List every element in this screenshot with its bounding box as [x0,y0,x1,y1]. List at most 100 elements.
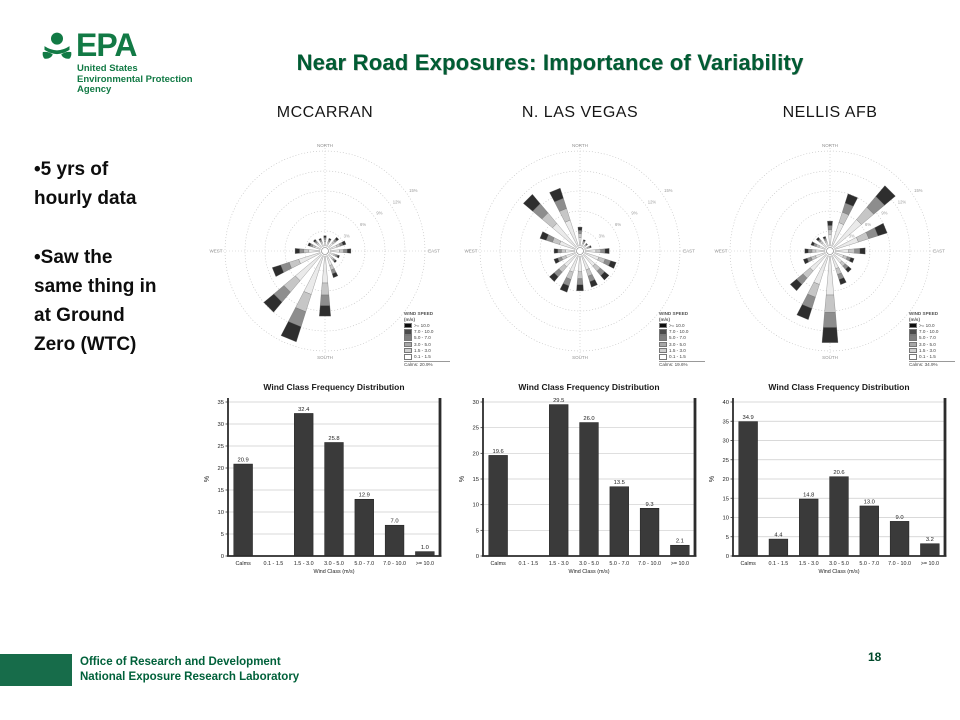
svg-text:Calms: Calms [741,561,757,567]
legend-class-label: 0.1 - 1.5 [919,354,936,360]
legend-row: 0.1 - 1.5 [404,354,450,360]
bullet-line: Zero (WTC) [34,334,137,355]
svg-text:Calms: Calms [491,561,507,567]
station-title-mccarran: MCCARRAN [276,104,374,121]
svg-text:5: 5 [476,528,479,534]
legend-swatch [404,354,412,360]
legend-class-label: >= 10.0 [919,322,935,328]
svg-text:>= 10.0: >= 10.0 [921,561,939,567]
svg-text:5.0 - 7.0: 5.0 - 7.0 [859,561,879,567]
legend-swatch [659,341,667,348]
svg-text:15%: 15% [664,188,673,193]
svg-text:25: 25 [218,444,224,450]
svg-text:30: 30 [218,422,224,428]
legend-swatch [909,329,917,335]
svg-text:0: 0 [726,554,729,560]
page-number: 18 [868,650,882,664]
svg-text:26.0: 26.0 [583,416,594,422]
footer-line: National Exposure Research Laboratory [80,670,300,683]
svg-text:3.2: 3.2 [926,537,934,543]
bullet-line: same thing in [34,276,157,297]
svg-text:1.5 - 3.0: 1.5 - 3.0 [294,561,314,567]
legend-swatch [909,354,917,360]
bullet-list: •5 yrs of hourly data •Saw the same thin… [34,155,204,389]
wind-rose-chart-nellis: NORTH EAST SOUTH WEST 3% 6% 9% 12% 15% [715,143,946,360]
svg-text:3%: 3% [344,234,350,239]
svg-text:5: 5 [221,532,224,538]
svg-text:SOUTH: SOUTH [822,355,838,360]
svg-text:WEST: WEST [210,249,223,254]
svg-text:14.8: 14.8 [803,493,814,499]
svg-text:5.0 - 7.0: 5.0 - 7.0 [354,561,374,567]
svg-text:SOUTH: SOUTH [317,355,333,360]
svg-text:7.0: 7.0 [391,519,399,525]
legend-swatch [404,322,412,329]
svg-text:30: 30 [473,400,479,406]
svg-text:20.9: 20.9 [237,458,248,464]
svg-text:>= 10.0: >= 10.0 [416,561,434,567]
legend-row: 7.0 - 10.0 [659,329,705,335]
legend-swatch [404,341,412,348]
legend-row: 7.0 - 10.0 [909,329,955,335]
svg-text:25.8: 25.8 [328,436,339,442]
legend-row: 7.0 - 10.0 [404,329,450,335]
svg-text:NORTH: NORTH [572,143,588,148]
svg-text:4.4: 4.4 [774,533,783,539]
epa-logo: EPA United States Environmental Protecti… [40,27,220,96]
legend-class-label: 5.0 - 7.0 [414,335,431,341]
svg-text:5: 5 [726,535,729,541]
legend-row: 5.0 - 7.0 [404,335,450,341]
legend-class-label: 3.0 - 5.0 [414,341,431,347]
legend-class-label: 7.0 - 10.0 [669,329,689,335]
svg-text:Wind Class (m/s): Wind Class (m/s) [818,569,859,575]
svg-text:15%: 15% [914,188,923,193]
svg-text:0: 0 [476,554,479,560]
svg-text:10: 10 [218,510,224,516]
svg-text:32.4: 32.4 [298,407,310,413]
svg-text:1.5 - 3.0: 1.5 - 3.0 [549,561,569,567]
svg-text:20: 20 [723,477,729,483]
svg-text:%: % [709,476,716,482]
legend-swatch [909,341,917,348]
bar-chart-nellis: Wind Class Frequency Distribution 0 5 10 15 2… [709,382,947,575]
legend-row: 0.1 - 1.5 [659,354,705,360]
svg-text:2.1: 2.1 [676,539,684,545]
legend-calms: Calms: 19.6% [659,360,705,368]
svg-text:20: 20 [473,451,479,457]
epa-tagline: United States Environmental Protection A… [77,63,220,96]
bullet-line: •Saw the [34,247,113,268]
legend-swatch [909,335,917,341]
legend-swatch [659,354,667,360]
legend-class-label: 1.5 - 3.0 [919,347,936,353]
bar-chart-mccarran: Wind Class Frequency Distribution 0 5 10 15 2… [204,382,442,575]
wind-speed-legend-nellis: WIND SPEED (m/s) >= 10.0 7.0 - 10.0 5.0 - 7.… [909,310,955,368]
legend-row: 3.0 - 5.0 [909,342,955,348]
legend-swatch [909,347,917,354]
svg-text:34.9: 34.9 [742,415,753,421]
svg-text:Calms: Calms [236,561,252,567]
legend-title: WIND SPEED (m/s) [909,310,939,322]
svg-text:25: 25 [723,458,729,464]
epa-tagline-line: United States [77,63,138,74]
legend-class-label: 1.5 - 3.0 [414,347,431,353]
wind-rose-chart-nlasvegas: NORTH EAST SOUTH WEST 3% 6% 9% 12% 15% [465,143,696,360]
svg-text:7.0 - 10.0: 7.0 - 10.0 [638,561,661,567]
legend-swatch [404,329,412,335]
epa-wordmark: EPA [76,27,137,63]
footer-green-bar [0,654,72,686]
legend-swatch [659,329,667,335]
svg-text:3.0 - 5.0: 3.0 - 5.0 [324,561,344,567]
legend-row: >= 10.0 [909,323,955,329]
legend-class-label: 5.0 - 7.0 [669,335,686,341]
svg-text:Wind Class (m/s): Wind Class (m/s) [568,569,609,575]
epa-logo-top: EPA [40,27,220,63]
legend-row: 3.0 - 5.0 [659,342,705,348]
svg-text:13.0: 13.0 [864,499,875,505]
svg-text:13.5: 13.5 [614,480,625,486]
svg-text:NORTH: NORTH [822,143,838,148]
station-title-nlasvegas: N. LAS VEGAS [521,104,639,121]
wind-rose-nellis: NORTH EAST SOUTH WEST 3% 6% 9% 12% 15% WIND SPEE… [705,128,955,374]
station-title-nellis: NELLIS AFB [782,104,878,121]
svg-text:1.0: 1.0 [421,545,429,551]
